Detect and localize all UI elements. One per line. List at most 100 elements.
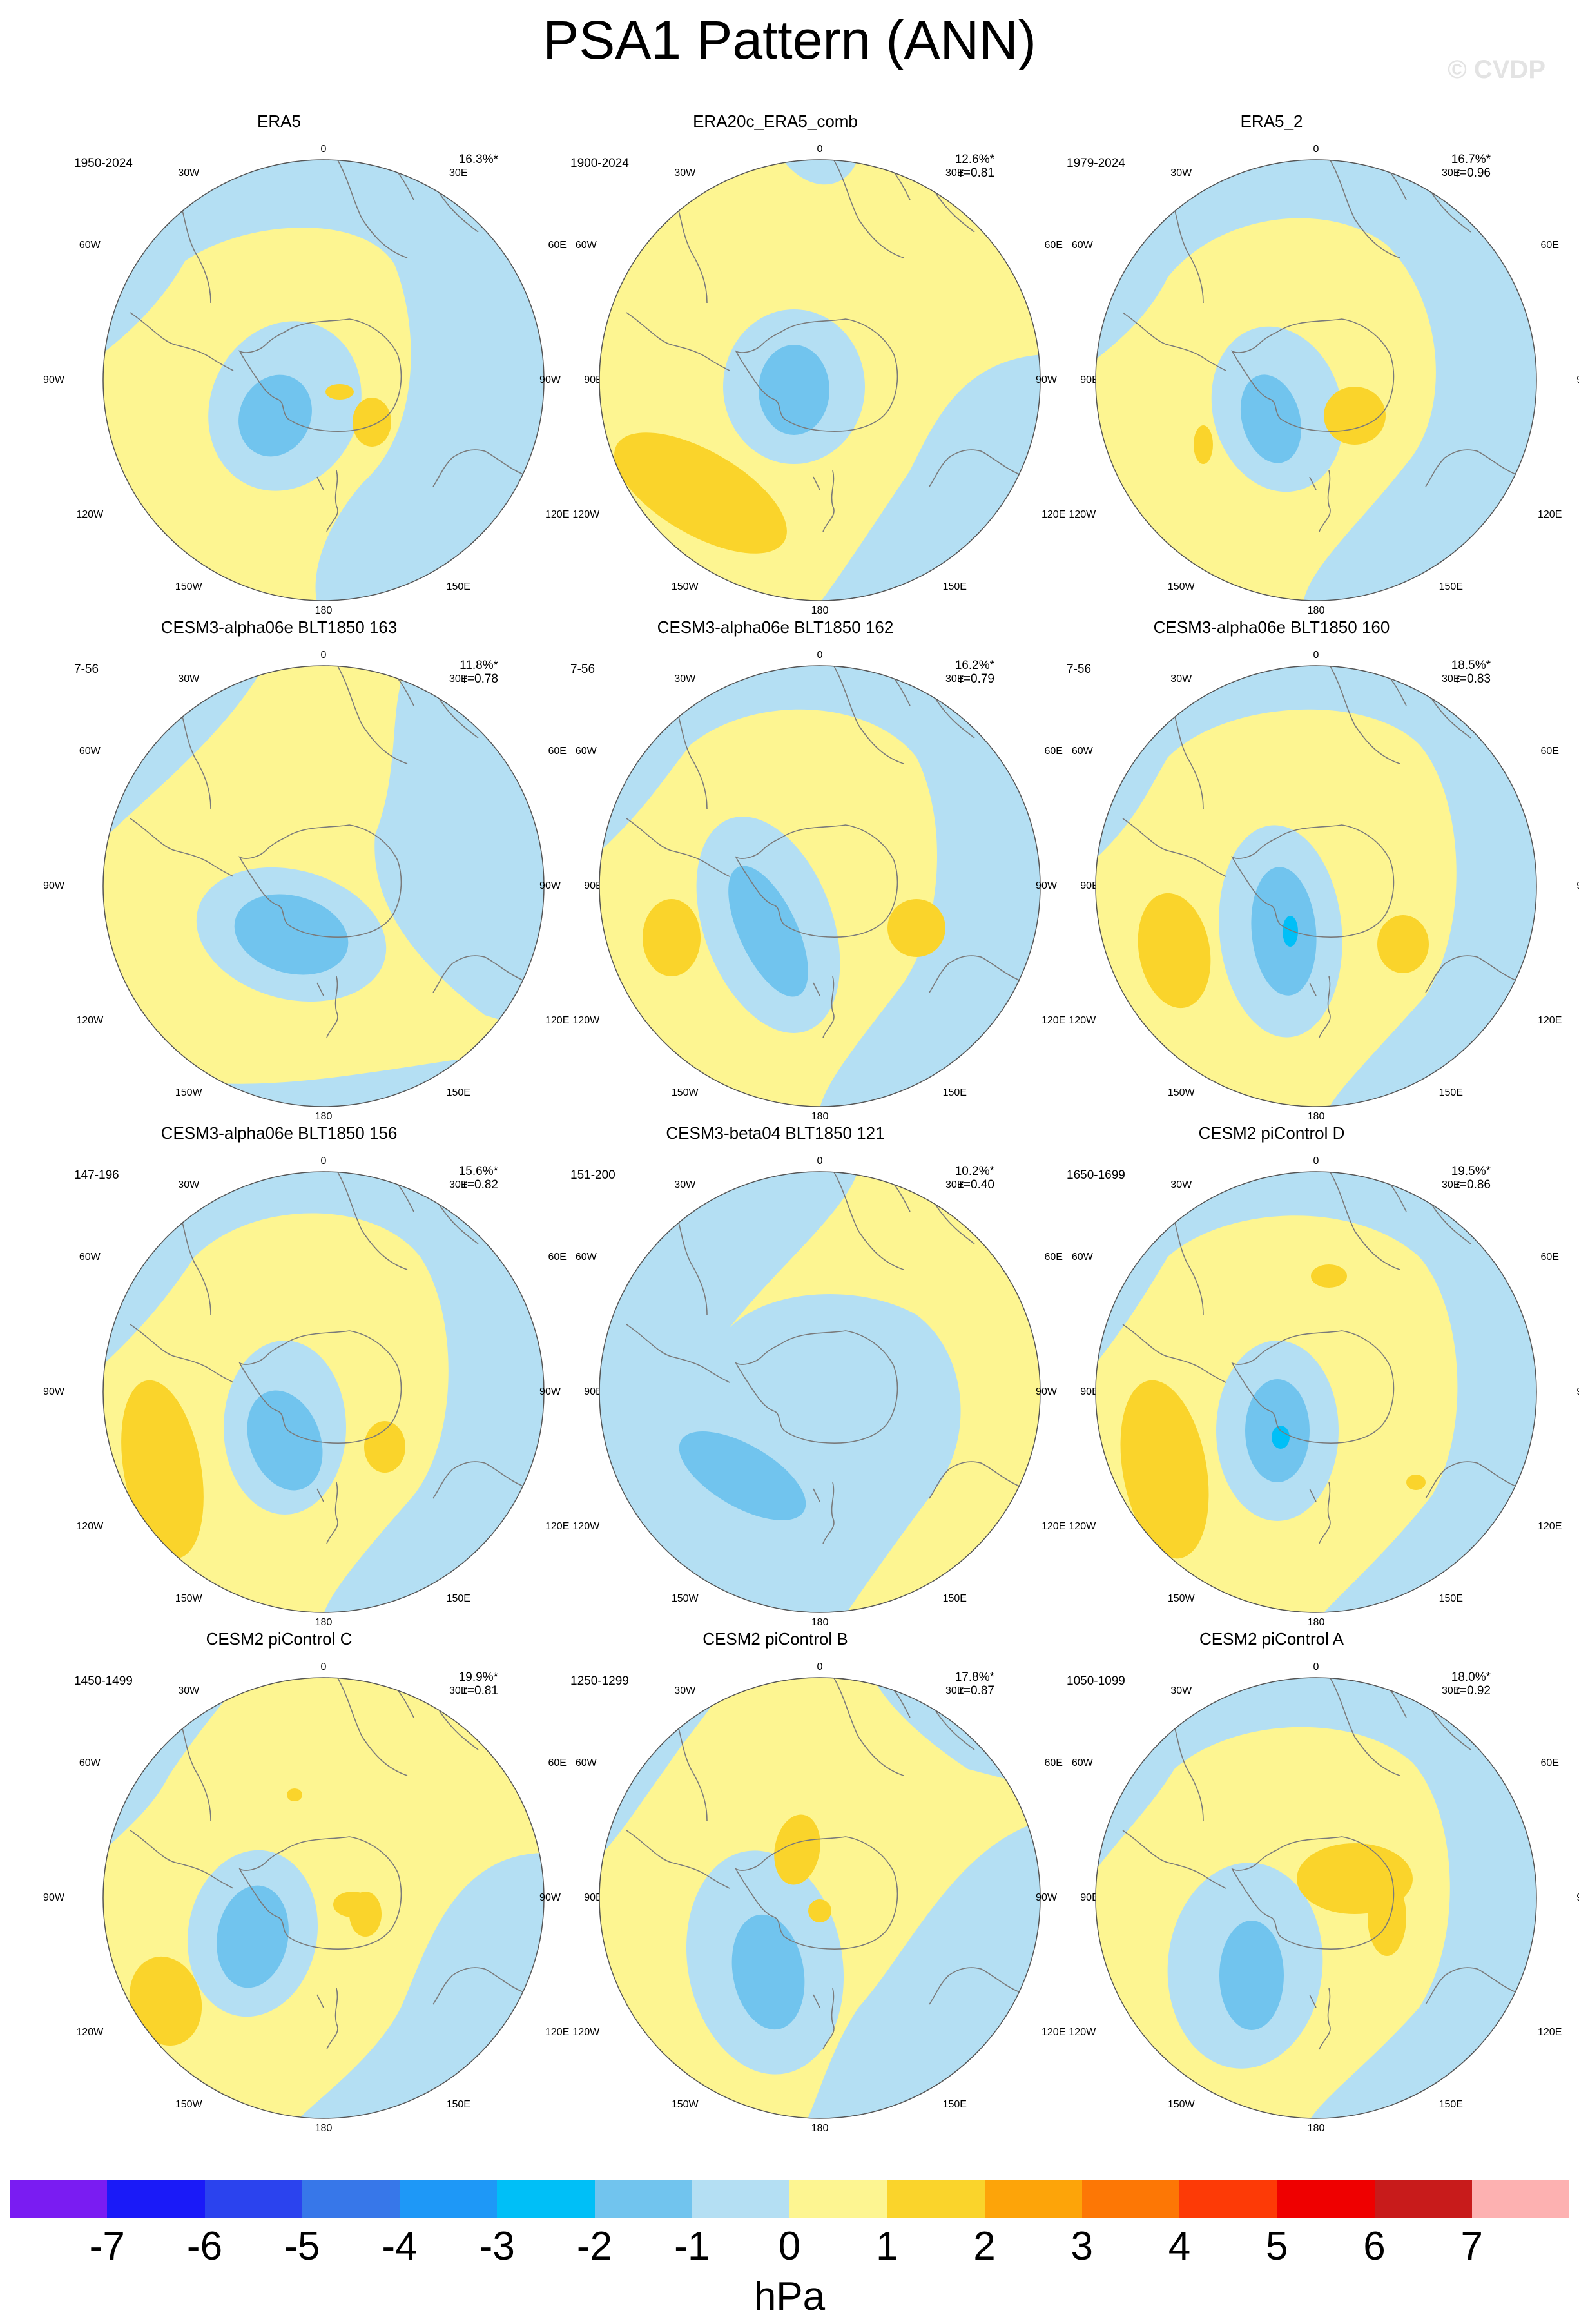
positive-anomaly-contour — [325, 384, 354, 400]
coastline — [439, 1710, 479, 1750]
panel-title: CESM3-beta04 BLT1850 121 — [666, 1123, 885, 1143]
coastline — [832, 160, 904, 258]
map-border — [599, 1677, 1041, 2119]
positive-anomaly-contour — [121, 1380, 204, 1559]
variance-pct: 17.8%* — [954, 1670, 994, 1684]
longitude-label: 30E — [1442, 1179, 1460, 1191]
pattern-correlation: r=0.78 — [463, 672, 498, 686]
map-border — [1095, 665, 1537, 1107]
colorbar-tick-label: -4 — [382, 2224, 418, 2269]
coastline — [929, 955, 1027, 993]
colorbar-tick-label: 7 — [1460, 2224, 1483, 2269]
longitude-label: 150E — [942, 2098, 967, 2110]
variance-pct: 10.2%* — [954, 1165, 994, 1178]
longitude-label: 120E — [1538, 1015, 1562, 1027]
coastline — [813, 476, 820, 490]
longitude-label: 60E — [1540, 1757, 1559, 1768]
longitude-label: 30W — [178, 168, 200, 179]
longitude-label: 0 — [320, 1661, 327, 1672]
coastline — [1122, 818, 1226, 877]
map-panel: CESM3-alpha06e BLT1850 160 7-56 18.5%* r=0.… — [1020, 617, 1579, 1127]
longitude-label: 0 — [817, 143, 823, 155]
longitude-label: 30W — [1170, 1685, 1192, 1697]
longitude-label: 0 — [1313, 143, 1319, 155]
longitude-label: 30E — [449, 1685, 468, 1697]
colorbar-tick-label: 1 — [876, 2224, 898, 2269]
colorbar-swatch — [692, 2180, 790, 2218]
longitude-label: 30E — [945, 1685, 964, 1697]
colorbar-swatch — [1277, 2180, 1375, 2218]
panel-stats: 10.2%* r=0.40 — [955, 1165, 994, 1192]
colorbar-tick-label: 2 — [973, 2224, 996, 2269]
coastline — [626, 1830, 730, 1889]
longitude-label: 120E — [1041, 509, 1066, 521]
coastline — [432, 1461, 530, 1499]
longitude-label: 120E — [1041, 1015, 1066, 1027]
longitude-label: 30W — [178, 673, 200, 685]
colorbar-tick-label: 6 — [1363, 2224, 1386, 2269]
panel-period: 7-56 — [570, 663, 596, 676]
longitude-label: 0 — [1313, 1155, 1319, 1167]
longitude-label: 180 — [811, 1111, 829, 1123]
longitude-label: 120E — [1041, 2027, 1066, 2038]
longitude-label: 150E — [1439, 1087, 1463, 1098]
coastline — [822, 1988, 835, 2050]
antarctica-coastline — [735, 318, 898, 432]
longitude-label: 60E — [548, 1757, 567, 1768]
panel-period: 7-56 — [1067, 663, 1092, 676]
longitude-label: 90W — [1036, 1386, 1057, 1397]
variance-pct: 16.3%* — [458, 153, 498, 166]
longitude-label: 60W — [575, 745, 597, 757]
longitude-label: 30W — [178, 1179, 200, 1191]
coastline — [1309, 476, 1317, 490]
map-panel: CESM2 piControl D 1650-1699 19.5%* r=0.86 0 3… — [1020, 1123, 1579, 1632]
longitude-label: 120E — [545, 1015, 570, 1027]
map-panel: ERA5_2 1979-2024 16.7%*r=0.96 0 30E 60E 90E 120… — [1020, 111, 1579, 621]
longitude-label: 60W — [79, 1757, 101, 1768]
antarctica-coastline — [238, 318, 402, 432]
longitude-label: 180 — [315, 1111, 333, 1123]
panel-title: ERA5 — [257, 111, 301, 131]
longitude-label: 90E — [1576, 374, 1579, 386]
coastline — [439, 193, 479, 233]
colorbar — [10, 2180, 1569, 2218]
colorbar-tick-label: 0 — [778, 2224, 801, 2269]
pattern-correlation: r=0.96 — [1455, 166, 1491, 180]
coastline — [326, 976, 338, 1038]
longitude-label: 90E — [584, 374, 603, 385]
negative-anomaly-contour — [731, 1914, 805, 2030]
negative-anomaly-contour — [881, 1334, 945, 1418]
map-border — [102, 1171, 545, 1613]
longitude-label: 0 — [320, 1155, 327, 1167]
positive-anomaly-contour — [774, 1814, 820, 1885]
coastline — [1122, 1324, 1226, 1383]
coastline — [1309, 1994, 1317, 2008]
negative-anomaly-contour — [728, 866, 808, 997]
antarctica-coastline — [238, 1836, 402, 1950]
coastline — [432, 955, 530, 993]
map-border — [599, 1171, 1041, 1613]
longitude-label: 30E — [945, 1179, 964, 1191]
pattern-correlation: r=0.87 — [959, 1684, 994, 1698]
map-panel: CESM3-alpha06e BLT1850 156 147-196 15.6%* r… — [28, 1123, 603, 1632]
longitude-label: 120W — [76, 1521, 104, 1533]
coastline — [1328, 160, 1400, 258]
longitude-label: 90W — [539, 1892, 561, 1903]
negative-anomaly-contour — [217, 1885, 289, 1988]
polar-map — [1094, 158, 1538, 603]
longitude-label: 150W — [175, 581, 202, 592]
coastline — [336, 666, 408, 764]
longitude-label: 150W — [175, 2098, 202, 2110]
coastline — [1328, 1172, 1400, 1270]
longitude-label: 150E — [446, 2098, 470, 2110]
pattern-correlation: r=0.79 — [959, 672, 994, 686]
positive-anomaly-contour — [1194, 425, 1213, 464]
longitude-label: 90W — [43, 374, 64, 385]
longitude-label: 120W — [1069, 1015, 1096, 1027]
colorbar-swatch — [204, 2180, 302, 2218]
longitude-label: 0 — [320, 649, 327, 661]
longitude-label: 60E — [1540, 1251, 1559, 1263]
longitude-label: 60E — [1044, 1251, 1063, 1263]
colorbar-swatch — [1179, 2180, 1277, 2218]
antarctica-coastline — [735, 1836, 898, 1950]
